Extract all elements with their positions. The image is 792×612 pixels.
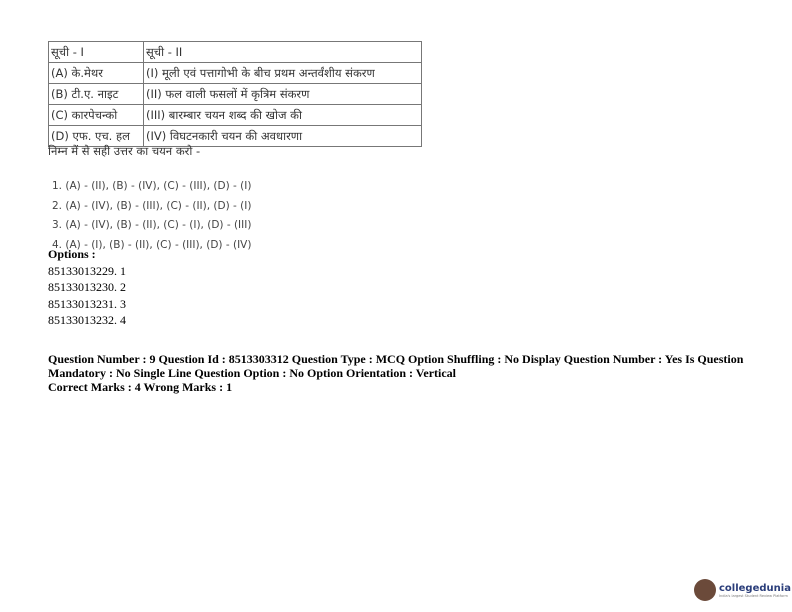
options-label: Options : bbox=[48, 247, 96, 261]
logo-name: collegedunia bbox=[719, 582, 791, 594]
table-cell: (C) कारपेचन्को bbox=[48, 104, 144, 126]
table-cell: सूची - II bbox=[143, 41, 422, 63]
logo-tagline: India's largest Student Review Platform bbox=[719, 593, 788, 598]
answer-choice: 4. (A) - (I), (B) - (II), (C) - (III), (… bbox=[52, 238, 252, 251]
table-cell: (IV) विघटनकारी चयन की अवधारणा bbox=[143, 125, 422, 147]
mascot-icon bbox=[694, 579, 716, 601]
table-row: सूची - I सूची - II bbox=[48, 41, 422, 63]
table-cell: (II) फल वाली फसलों में कृत्रिम संकरण bbox=[143, 83, 422, 105]
marks-info: Correct Marks : 4 Wrong Marks : 1 bbox=[48, 380, 233, 394]
table-row: (D) एफ. एच. हल (IV) विघटनकारी चयन की अवधा… bbox=[48, 125, 422, 147]
table-row: (C) कारपेचन्को (III) बारम्बार चयन शब्द की… bbox=[48, 104, 422, 126]
options-list: Options : 85133013229. 1 85133013230. 2 … bbox=[48, 246, 126, 329]
question-info: Question Number : 9 Question Id : 851330… bbox=[48, 352, 744, 380]
answer-choices: 1. (A) - (II), (B) - (IV), (C) - (III), … bbox=[52, 177, 251, 255]
table-cell: सूची - I bbox=[48, 41, 144, 63]
question-meta: Question Number : 9 Question Id : 851330… bbox=[48, 352, 758, 394]
match-table: सूची - I सूची - II (A) के.मेथर (I) मूली एवं… bbox=[48, 41, 422, 147]
table-cell: (A) के.मेथर bbox=[48, 62, 144, 84]
option: 85133013229. 1 bbox=[48, 263, 126, 278]
instruction: निम्न में से सही उत्तर का चयन करो - bbox=[48, 144, 201, 158]
collegedunia-logo: collegedunia India's largest Student Rev… bbox=[694, 579, 791, 601]
answer-choice: 3. (A) - (IV), (B) - (II), (C) - (I), (D… bbox=[52, 219, 252, 231]
table-cell: (D) एफ. एच. हल bbox=[48, 125, 144, 147]
table-row: (A) के.मेथर (I) मूली एवं पत्तागोभी के बीच… bbox=[48, 62, 422, 84]
option: 85133013231. 3 bbox=[48, 296, 126, 311]
option: 85133013230. 2 bbox=[48, 280, 126, 294]
answer-choice: 2. (A) - (IV), (B) - (III), (C) - (II), … bbox=[52, 199, 252, 212]
option: 85133013232. 4 bbox=[48, 313, 126, 327]
answer-choice: 1. (A) - (II), (B) - (IV), (C) - (III), … bbox=[52, 180, 252, 192]
table-row: (B) टी.ए. नाइट (II) फल वाली फसलों में कृत… bbox=[48, 83, 422, 105]
table-cell: (B) टी.ए. नाइट bbox=[48, 83, 144, 105]
table-cell: (I) मूली एवं पत्तागोभी के बीच प्रथम अन्त… bbox=[143, 62, 422, 84]
table-cell: (III) बारम्बार चयन शब्द की खोज की bbox=[143, 104, 422, 126]
